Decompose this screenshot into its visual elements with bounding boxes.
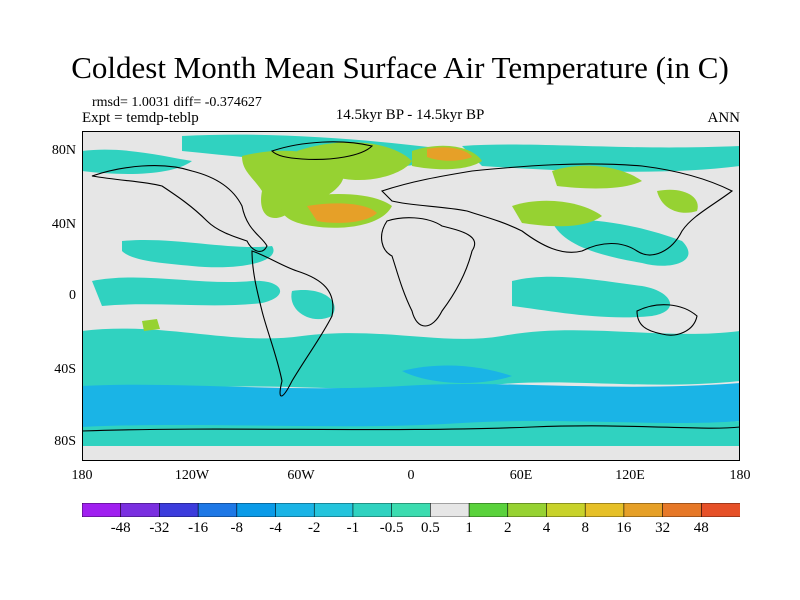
colorbar-swatch <box>430 502 470 518</box>
lon-tick-0: 0 <box>407 468 415 483</box>
warming-regions <box>142 142 698 331</box>
colorbar-label: -0.5 <box>379 520 404 536</box>
colorbar-swatch <box>275 502 316 518</box>
map-svg <box>81 131 741 461</box>
map-plot <box>81 131 741 461</box>
colorbar-label: 1 <box>465 520 473 536</box>
map-frame <box>82 131 740 461</box>
lon-tick-60e: 60E <box>509 468 533 483</box>
colorbar-swatch <box>391 502 432 518</box>
colorbar-swatch <box>584 502 625 518</box>
lat-tick-80s: 80S <box>54 434 76 449</box>
lon-tick-60w: 60W <box>287 468 315 483</box>
lat-tick-0: 0 <box>69 288 76 303</box>
colorbar-label: -48 <box>110 520 131 536</box>
colorbar-label: -8 <box>230 520 244 536</box>
colorbar-swatch <box>352 502 393 518</box>
time-range-label: 14.5kyr BP - 14.5kyr BP <box>335 107 485 123</box>
colorbar-label: -4 <box>269 520 282 536</box>
colorbar-label: 8 <box>581 520 589 536</box>
lon-tick-180w: 180 <box>71 468 93 483</box>
plot-title: Coldest Month Mean Surface Air Temperatu… <box>71 50 729 85</box>
colorbar-label: -16 <box>188 520 209 536</box>
colorbar-label: -32 <box>149 520 170 536</box>
colorbar-label: 48 <box>693 520 709 536</box>
colorbar-swatch <box>81 502 122 518</box>
colorbar-swatch <box>546 502 586 518</box>
colorbar <box>81 502 741 518</box>
colorbar-swatch <box>662 502 703 518</box>
lat-tick-80n: 80N <box>51 143 76 158</box>
lon-tick-120e: 120E <box>615 468 645 483</box>
lat-tick-40n: 40N <box>51 217 76 232</box>
colorbar-label: 0.5 <box>421 520 440 536</box>
experiment-label: Expt = temdp-teblp <box>82 110 199 126</box>
colorbar-swatch <box>468 502 509 518</box>
period-label: ANN <box>707 110 741 126</box>
colorbar-swatch <box>623 502 664 518</box>
colorbar-label: 2 <box>504 520 512 536</box>
colorbar-svg <box>81 502 741 518</box>
colorbar-label: -1 <box>346 520 360 536</box>
colorbar-swatch <box>159 502 199 518</box>
colorbar-swatch <box>236 502 277 518</box>
colorbar-swatch <box>197 502 238 518</box>
colorbar-swatch <box>700 502 741 518</box>
colorbar-label: 16 <box>616 520 632 536</box>
stats-line: rmsd= 1.0031 diff= -0.374627 <box>92 95 262 110</box>
lon-tick-120w: 120W <box>174 468 210 483</box>
coastlines <box>81 141 741 432</box>
colorbar-swatch <box>313 502 354 518</box>
lon-tick-180e: 180 <box>729 468 751 483</box>
colorbar-swatch <box>507 502 548 518</box>
colorbar-swatch <box>120 502 161 518</box>
colorbar-label: 4 <box>542 520 551 536</box>
lat-tick-40s: 40S <box>54 362 76 377</box>
colorbar-label: 32 <box>655 520 671 536</box>
colorbar-label: -2 <box>307 520 321 536</box>
